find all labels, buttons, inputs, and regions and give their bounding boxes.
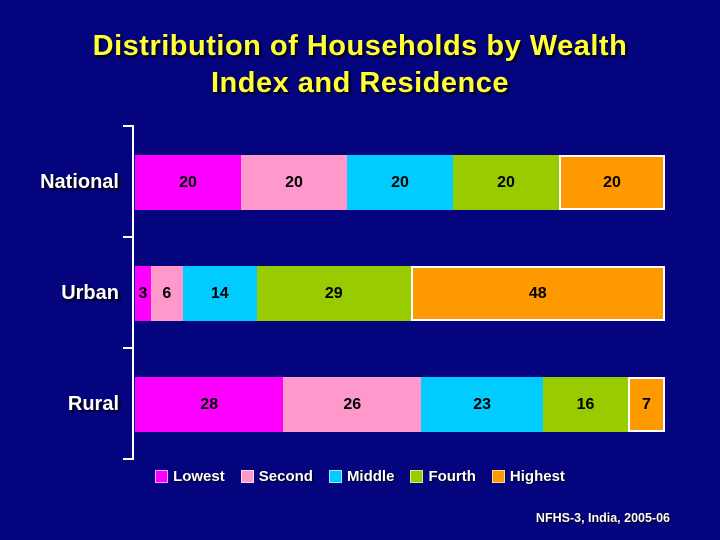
bar-segment-value: 20 <box>285 173 303 191</box>
legend-label: Fourth <box>428 468 476 485</box>
bar-segment-lowest: 28 <box>135 377 284 432</box>
bar-segment-highest: 7 <box>627 377 665 432</box>
bar-row-rural: Rural 28 26 23 16 7 <box>0 377 665 432</box>
bar-segment-middle: 14 <box>182 266 257 321</box>
category-label-rural: Rural <box>67 393 119 415</box>
legend-item-middle: Middle <box>328 468 395 485</box>
chart-rows: National 20 20 20 20 20 Urban 3 6 14 29 48 Rural 28 26… <box>0 155 665 432</box>
bar-segment-value: 20 <box>603 173 621 191</box>
bar-segment-lowest: 3 <box>135 266 151 321</box>
bar-segment-middle: 23 <box>421 377 544 432</box>
legend-item-highest: Highest <box>491 468 565 485</box>
bar-segment-value: 20 <box>179 173 197 191</box>
slide-title: Distribution of Households by Wealth Ind… <box>0 28 720 102</box>
legend-label: Lowest <box>173 468 225 485</box>
bar-segment-lowest: 20 <box>135 155 241 210</box>
bar-segment-value: 7 <box>641 395 651 413</box>
legend-item-fourth: Fourth <box>410 468 476 485</box>
bar-segment-fourth: 16 <box>543 377 628 432</box>
legend-swatch-second <box>240 470 254 483</box>
axis-tick <box>123 236 132 238</box>
bar-segment-value: 26 <box>343 395 362 413</box>
legend-item-lowest: Lowest <box>155 468 225 485</box>
y-axis-line <box>132 125 134 460</box>
legend-label: Highest <box>509 468 565 485</box>
bar-segment-value: 20 <box>497 173 515 191</box>
axis-tick <box>123 347 132 349</box>
legend: Lowest Second Middle Fourth Highest <box>0 468 720 485</box>
legend-label: Second <box>258 468 313 485</box>
bar-segment-second: 26 <box>283 377 422 432</box>
bar-segment-value: 28 <box>200 395 219 413</box>
bar-segment-middle: 20 <box>347 155 453 210</box>
source-citation: NFHS-3, India, 2005-06 <box>535 511 670 525</box>
bar-segment-second: 20 <box>241 155 347 210</box>
bar-segment-highest: 20 <box>559 155 665 210</box>
slide-title-line2: Index and Residence <box>211 67 509 99</box>
legend-swatch-fourth <box>410 470 424 483</box>
stacked-bar-rural: 28 26 23 16 7 <box>135 377 665 432</box>
bar-row-urban: Urban 3 6 14 29 48 <box>0 266 665 321</box>
axis-tick <box>123 458 132 460</box>
category-label-urban: Urban <box>61 282 119 304</box>
legend-swatch-middle <box>328 470 342 483</box>
bar-segment-value: 23 <box>473 395 492 413</box>
stacked-bar-national: 20 20 20 20 20 <box>135 155 665 210</box>
legend-swatch-lowest <box>155 470 169 483</box>
bar-segment-value: 16 <box>576 395 595 413</box>
bar-segment-fourth: 29 <box>256 266 411 321</box>
category-label-national: National <box>40 171 119 193</box>
legend-swatch-highest <box>491 470 505 483</box>
legend-item-second: Second <box>240 468 313 485</box>
slide-title-line1: Distribution of Households by Wealth <box>92 30 628 62</box>
bar-segment-value: 20 <box>391 173 409 191</box>
bar-segment-value: 14 <box>210 284 229 302</box>
axis-tick <box>123 125 132 127</box>
bar-segment-value: 29 <box>324 284 343 302</box>
legend-label: Middle <box>346 468 395 485</box>
bar-segment-fourth: 20 <box>453 155 559 210</box>
bar-segment-value: 6 <box>162 284 172 302</box>
bar-segment-second: 6 <box>150 266 183 321</box>
stacked-bar-urban: 3 6 14 29 48 <box>135 266 665 321</box>
bar-segment-value: 3 <box>138 284 148 302</box>
bar-row-national: National 20 20 20 20 20 <box>0 155 665 210</box>
bar-segment-value: 48 <box>528 284 547 302</box>
bar-segment-highest: 48 <box>410 266 665 321</box>
